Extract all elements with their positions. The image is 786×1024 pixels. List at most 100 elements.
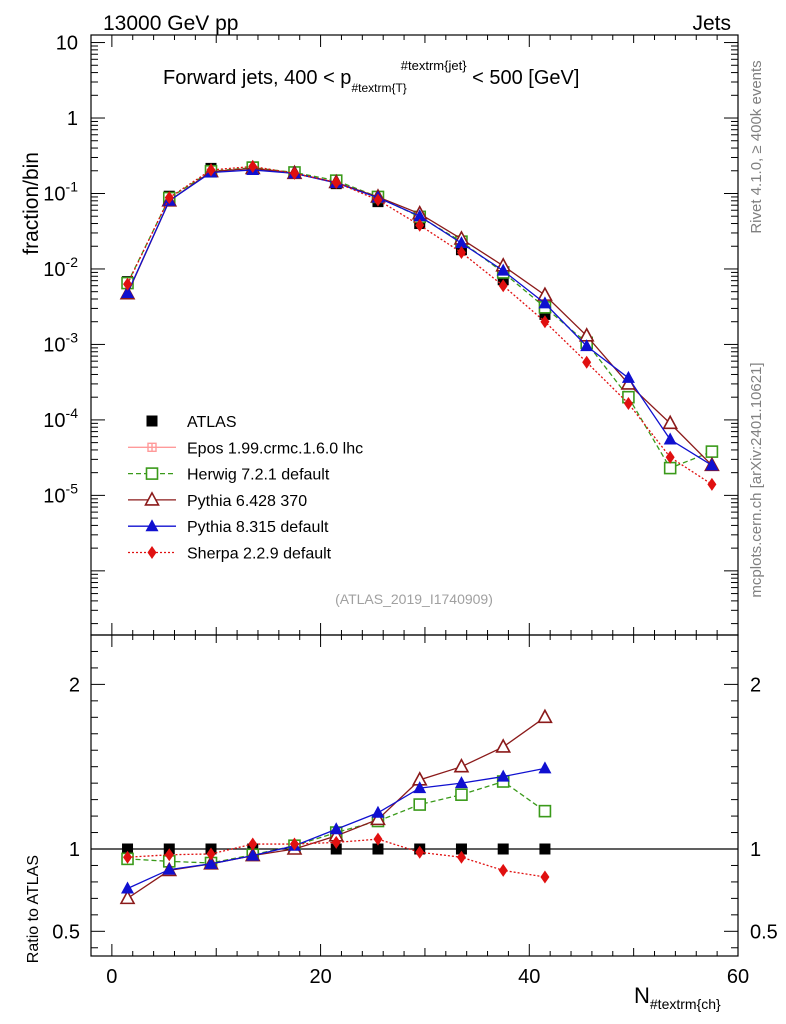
ratio-point-sherpa	[206, 847, 216, 861]
y-tick-label: 1	[67, 108, 78, 130]
ratio-tick-label: 1	[69, 839, 80, 861]
ratio-point-sherpa	[415, 845, 425, 859]
ratio-point-pythia	[454, 776, 468, 789]
legend-label-pythia: Pythia 8.315 default	[187, 519, 329, 536]
main-point-pythia	[538, 296, 552, 309]
ratio-point-pythia	[119, 889, 136, 905]
axis-ticks: 0 20 40 60 10-5 10-4 10-3 10-2 10-1 1 10 0.5 0.5 1 1 2 2	[43, 33, 778, 988]
ratio-point-sherpa	[289, 837, 299, 851]
header-right: Jets	[692, 12, 731, 35]
main-point-pythia	[454, 236, 468, 249]
ratio-point-sherpa	[373, 832, 383, 846]
main-point-sherpa	[456, 246, 466, 260]
main-series-pythia	[121, 162, 719, 471]
ratio-point-sherpa	[248, 837, 258, 851]
ratio-point-pythia	[329, 822, 343, 835]
main-line-sherpa	[126, 165, 713, 485]
legend-marker-sherpa	[147, 546, 157, 559]
ratio-point-atlas	[122, 843, 134, 855]
main-panel-series	[119, 159, 720, 491]
main-point-pythia	[413, 209, 427, 222]
ratio-point-sherpa	[456, 850, 466, 864]
ratio-point-atlas	[539, 843, 551, 855]
ratio-series-pythia	[121, 761, 552, 894]
ratio-point-pythia	[413, 781, 427, 794]
rivet-version-label: Rivet 4.1.0, ≥ 400k events	[748, 60, 765, 233]
legend-label-pythia: Pythia 6.428 370	[187, 493, 307, 510]
main-point-sherpa	[498, 279, 508, 293]
y-tick-label: 10-3	[43, 329, 78, 356]
main-point-sherpa	[623, 396, 633, 410]
legend-marker-atlas	[146, 415, 158, 427]
main-point-sherpa	[331, 175, 341, 189]
y-tick-label: 10-1	[43, 178, 78, 205]
ratio-series-sherpa	[123, 832, 550, 884]
main-point-sherpa	[373, 193, 383, 207]
main-point-sherpa	[164, 191, 174, 205]
main-point-sherpa	[206, 163, 216, 177]
main-point-pythia	[121, 286, 135, 299]
ratio-point-atlas	[372, 843, 384, 855]
legend-label-epos: Epos 1.99.crmc.1.6.0 lhc	[187, 440, 363, 457]
ratio-point-pythia	[495, 738, 512, 753]
main-point-sherpa	[123, 277, 133, 291]
y-axis-title-ratio: Ratio to ATLAS	[25, 855, 42, 963]
ratio-point-sherpa	[123, 850, 133, 864]
ratio-tick-label-right: 2	[750, 674, 761, 696]
x-tick-label: 0	[106, 966, 117, 988]
main-point-pythia	[580, 339, 594, 352]
legend-marker-pythia	[145, 519, 159, 532]
ratio-point-pythia	[162, 862, 176, 875]
ratio-point-atlas	[497, 843, 509, 855]
mcplots-label: mcplots.cern.ch [arXiv:2401.10621]	[748, 362, 765, 597]
y-tick-label: 10-5	[43, 480, 78, 507]
ratio-point-atlas	[455, 843, 467, 855]
ratio-point-pythia	[246, 848, 260, 861]
ratio-point-pythia	[537, 708, 553, 724]
main-point-sherpa	[540, 315, 550, 329]
ratio-point-sherpa	[164, 848, 174, 862]
main-point-atlas	[539, 308, 551, 320]
ratio-series-pythia	[119, 708, 553, 905]
ratio-panel-frame	[90, 634, 739, 957]
ratio-point-herwig	[413, 798, 427, 811]
ratio-point-herwig	[538, 804, 552, 818]
legend-marker-pythia	[144, 491, 160, 506]
legend-label-sherpa: Sherpa 2.2.9 default	[187, 546, 332, 563]
legend-label-atlas: ATLAS	[187, 414, 237, 431]
ratio-point-pythia	[370, 810, 386, 826]
legend: ATLAS Epos 1.99.crmc.1.6.0 lhc Herwig 7.2.…	[128, 414, 363, 563]
ratio-point-pythia	[121, 881, 135, 894]
ratio-point-pythia	[453, 758, 470, 773]
y-tick-label: 10-4	[43, 405, 78, 432]
y-tick-label: 10-2	[43, 254, 78, 281]
header-left: 13000 GeV pp	[103, 12, 238, 35]
ratio-point-pythia	[538, 761, 552, 774]
ratio-panel-series	[119, 708, 553, 905]
analysis-tag: (ATLAS_2019_I1740909)	[335, 591, 493, 607]
main-point-sherpa	[665, 450, 675, 464]
ratio-point-pythia	[371, 805, 385, 818]
main-point-herwig	[705, 445, 719, 458]
main-point-herwig	[663, 461, 677, 475]
ratio-point-atlas	[330, 843, 342, 855]
main-point-pythia	[663, 432, 677, 445]
main-point-pythia	[705, 458, 719, 471]
ratio-tick-label: 0.5	[52, 921, 80, 943]
main-point-pythia	[496, 263, 510, 276]
x-tick-label: 60	[727, 966, 749, 988]
ratio-tick-label-right: 1	[750, 839, 761, 861]
main-point-sherpa	[289, 166, 299, 180]
main-point-sherpa	[582, 355, 592, 369]
plot-title: Forward jets, 400 < p#textrm{T}#textrm{j…	[163, 58, 579, 95]
ratio-point-sherpa	[331, 835, 341, 849]
ratio-point-sherpa	[498, 863, 508, 877]
x-axis-title: N#textrm{ch}	[634, 983, 721, 1012]
ratio-point-sherpa	[540, 870, 550, 884]
ratio-point-herwig	[455, 788, 468, 801]
main-point-sherpa	[415, 218, 425, 232]
ratio-point-pythia	[496, 769, 510, 782]
main-point-pythia	[662, 414, 679, 430]
legend-label-herwig: Herwig 7.2.1 default	[187, 467, 330, 484]
